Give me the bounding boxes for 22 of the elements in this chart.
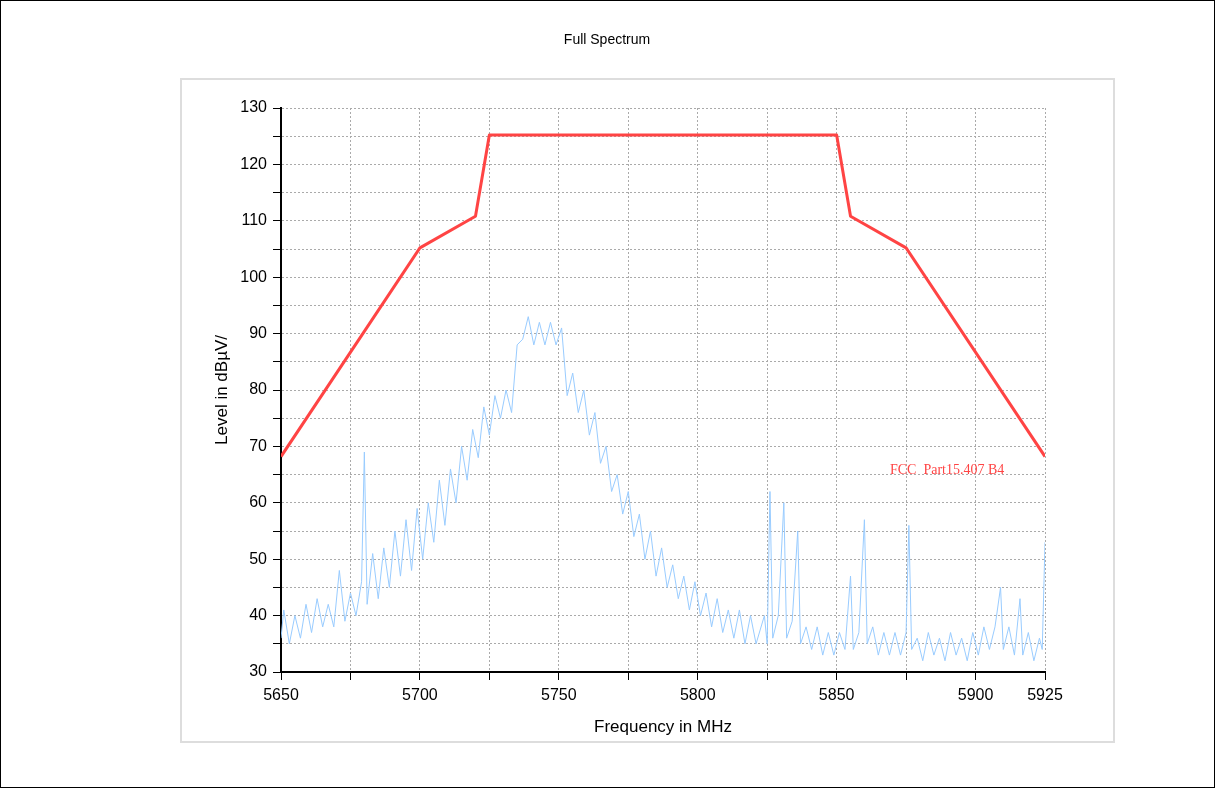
y-tick-label: 70	[249, 436, 268, 454]
y-tick-label: 40	[249, 606, 268, 624]
y-tick-label: 80	[249, 380, 268, 398]
y-tick-label: 30	[249, 662, 268, 680]
y-tick-label: 130	[240, 98, 268, 116]
text: FCC Part15.407 B4	[890, 462, 1005, 478]
x-tick-label: 5900	[957, 686, 994, 704]
x-tick-label: 5700	[402, 686, 438, 704]
y-tick-label: 60	[249, 493, 268, 511]
y-tick-label: 90	[249, 324, 268, 342]
x-axis-title: Frequency in MHz	[594, 716, 732, 736]
x-tick-label: 5850	[818, 686, 855, 704]
chart-title: Full Spectrum	[563, 30, 651, 47]
y-tick-label: 120	[240, 154, 268, 172]
x-tick-label: 5925	[1027, 686, 1063, 704]
x-tick-label: 5800	[679, 686, 716, 704]
x-tick-label: 5750	[541, 686, 577, 704]
y-tick-label: 100	[240, 267, 268, 285]
y-tick-label: 110	[241, 211, 268, 229]
y-tick-label: 50	[249, 549, 268, 567]
x-tick-label: 5650	[263, 686, 299, 704]
y-axis-title: Level in dBµV/	[211, 334, 231, 445]
